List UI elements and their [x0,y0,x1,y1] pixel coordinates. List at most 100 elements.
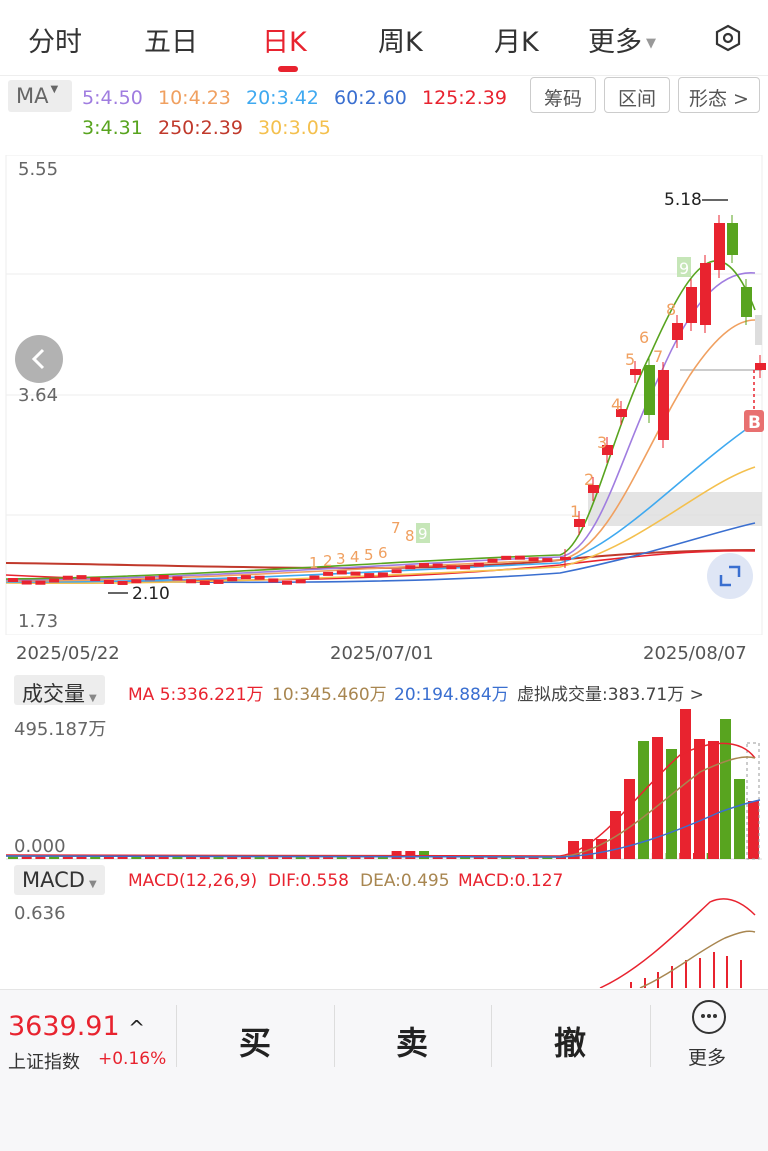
volume-indicator-selector[interactable]: 成交量 ▼ [14,675,105,706]
volume-bar [186,856,197,859]
volume-bar [254,856,265,859]
chip-distribution-button[interactable]: 筹码 [530,77,596,113]
sell-button[interactable]: 卖 [395,1024,428,1062]
more-dots-icon[interactable] [692,1000,726,1034]
high-marker: 5.18 [664,190,702,210]
candle [616,409,627,417]
volume-bar [240,856,251,859]
more-button-label[interactable]: 更多 [688,1047,727,1069]
buy-button[interactable]: 买 [238,1024,271,1062]
volume-bar [103,856,114,859]
volume-bars [8,709,759,859]
macd-indicator-selector[interactable]: MACD ▼ [14,865,105,895]
candle [131,579,142,584]
candle [377,572,388,577]
td-count: 3 [597,433,607,452]
volume-bar [295,856,306,859]
volume-bar [568,841,579,859]
candle [602,445,613,455]
dropdown-icon: ▼ [88,879,97,890]
td-count: 2 [584,470,594,489]
volume-bar [419,851,429,859]
candle [364,573,375,578]
candle [90,577,101,582]
ma10-value: 10:4.23 [158,87,231,109]
settings-hexagon-icon[interactable] [714,24,742,52]
range-button[interactable]: 区间 [604,77,670,113]
ma20-line [5,422,756,583]
candle [446,565,457,570]
volume-bar [90,856,101,859]
candle [268,578,279,583]
td-count: 4 [611,395,621,414]
td-count: 3 [336,550,346,568]
macd-chart[interactable] [0,890,768,988]
candle [686,287,697,323]
volume-bar [131,856,142,859]
candle [8,578,18,582]
price-axis-mid: 3.64 [18,385,59,406]
cancel-order-button[interactable]: 撤 [553,1024,586,1062]
macd-params: MACD(12,26,9) [128,871,258,891]
reset-zoom-button[interactable] [707,553,753,599]
resistance-band-edge [755,315,762,345]
volume-bar [172,856,183,859]
td-count: 5 [364,546,374,564]
candle [542,558,553,563]
buy-badge[interactable] [744,410,764,432]
candlestick-chart[interactable]: 5.18 2.10 B 1 2 3 4 5 6 7 8 9 1 2 3 4 5 … [0,155,768,635]
ma-indicator-selector[interactable]: MA ▼ [8,80,72,112]
volume-bar [336,856,347,859]
volume-bar [377,856,388,859]
candle [62,575,73,580]
volume-axis-bottom: 0.000 [14,836,66,857]
date-mid: 2025/07/01 [330,643,434,664]
candle [514,555,525,560]
volume-chart[interactable] [0,700,768,862]
index-value[interactable]: 3639.91 ^ [8,1011,145,1042]
volume-bar [708,741,719,859]
tab-daily-k[interactable]: 日K [262,27,307,58]
candle [528,557,539,562]
candle [727,223,738,255]
volume-bar [624,779,635,859]
volume-bar [350,856,361,859]
support-band [588,492,762,526]
td-count: 2 [323,552,333,570]
pattern-button[interactable]: 形态 > [678,77,760,113]
candle [588,485,599,493]
volume-bar [76,856,87,859]
macd-axis-top: 0.636 [14,903,66,924]
td-nine-highlight [677,257,691,277]
tab-more-label: 更多 [588,27,642,58]
tab-more[interactable]: 更多 ▼ [588,20,656,59]
chevron-down-icon: ▼ [646,36,656,51]
ma5-value: 5:4.50 [82,87,143,109]
virtual-volume-box [746,742,760,860]
volume-ma5-line [5,742,756,857]
volume-bar [582,839,593,859]
scroll-back-button[interactable] [15,335,63,383]
volume-bar [638,741,649,859]
price-axis-bottom: 1.73 [18,611,59,632]
volume-bar [596,839,607,859]
candle [145,576,155,581]
ma5-line [5,272,756,581]
candle [186,579,197,584]
ma10-line [5,319,756,582]
volume-bar [199,856,210,859]
volume-bar [610,811,621,859]
candle [49,578,60,583]
divider [334,1005,335,1067]
tab-monthly-k[interactable]: 月K [494,27,539,58]
tab-intraday[interactable]: 分时 [28,27,82,58]
virtual-volume-link[interactable]: 虚拟成交量:383.71万 > [517,685,704,705]
td-count: 4 [350,548,360,566]
volume-bar [720,719,731,859]
tab-five-day[interactable]: 五日 [144,27,198,58]
volume-bar [364,856,375,859]
tab-weekly-k[interactable]: 周K [378,27,423,58]
macd-dea: DEA:0.495 [360,871,450,891]
volume-bar [323,856,334,859]
buy-badge-label: B [748,413,761,433]
